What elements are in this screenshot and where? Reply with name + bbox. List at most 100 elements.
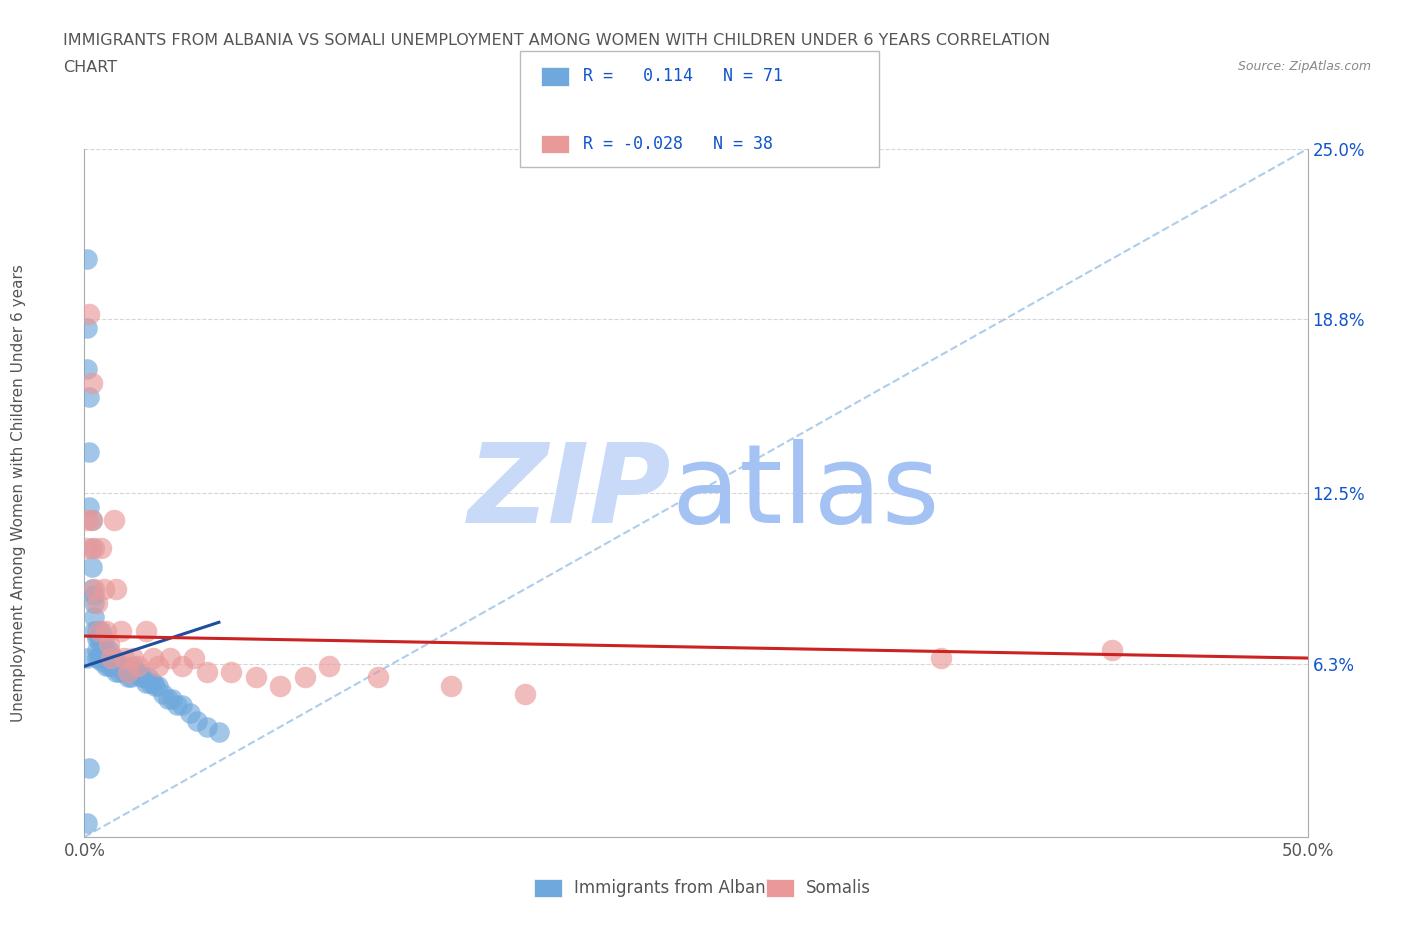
Point	[86, 595, 108, 610]
Point	[112, 658, 135, 673]
Text: Source: ZipAtlas.com: Source: ZipAtlas.com	[1237, 60, 1371, 73]
Point	[93, 651, 115, 666]
Text: R =   0.114   N = 71: R = 0.114 N = 71	[583, 67, 783, 86]
Point	[77, 445, 100, 459]
Point	[117, 664, 139, 679]
Point	[90, 631, 112, 646]
Point	[76, 362, 98, 377]
Point	[120, 670, 142, 684]
Point	[80, 513, 103, 528]
Point	[96, 651, 118, 666]
Point	[90, 643, 112, 658]
Point	[105, 664, 128, 679]
Point	[90, 540, 112, 555]
Point	[83, 582, 105, 597]
Point	[76, 320, 98, 335]
Point	[440, 678, 463, 693]
Point	[97, 643, 120, 658]
Text: R = -0.028   N = 38: R = -0.028 N = 38	[583, 135, 773, 153]
Point	[195, 720, 218, 735]
Point	[122, 658, 145, 673]
Point	[93, 582, 115, 597]
Point	[80, 582, 103, 597]
Point	[245, 670, 267, 684]
Point	[83, 588, 105, 603]
Point	[367, 670, 389, 684]
Point	[90, 654, 112, 669]
Point	[186, 714, 208, 729]
Point	[97, 658, 120, 673]
Point	[86, 643, 108, 658]
Point	[87, 623, 110, 638]
Point	[76, 513, 98, 528]
Point	[172, 698, 194, 712]
Point	[110, 658, 132, 673]
Point	[105, 582, 128, 597]
Point	[97, 637, 120, 652]
Point	[112, 664, 135, 679]
Point	[117, 670, 139, 684]
Point	[107, 658, 129, 673]
Point	[159, 651, 181, 666]
Point	[136, 670, 159, 684]
Point	[219, 664, 242, 679]
Point	[103, 513, 125, 528]
Point	[179, 706, 201, 721]
Point	[110, 623, 132, 638]
Point	[513, 686, 536, 701]
Point	[132, 670, 155, 684]
Point	[80, 540, 103, 555]
Point	[86, 631, 108, 646]
Point	[93, 631, 115, 646]
Point	[76, 816, 98, 830]
Point	[77, 761, 100, 776]
Point	[77, 499, 100, 514]
Point	[139, 675, 162, 690]
Point	[100, 651, 122, 666]
Point	[112, 651, 135, 666]
Point	[77, 307, 100, 322]
Point	[129, 670, 152, 684]
Point	[76, 251, 98, 266]
Point	[115, 664, 138, 679]
Point	[87, 631, 110, 646]
Point	[96, 643, 118, 658]
Point	[80, 376, 103, 391]
Point	[208, 725, 231, 740]
Point	[142, 675, 165, 690]
Point	[125, 664, 148, 679]
Point	[127, 658, 149, 673]
Text: Somalis: Somalis	[806, 879, 870, 897]
Point	[269, 678, 291, 693]
Point	[97, 651, 120, 666]
Point	[77, 389, 100, 404]
Point	[183, 651, 205, 666]
Point	[162, 692, 184, 707]
Point	[83, 623, 105, 638]
Point	[83, 609, 105, 624]
Point	[105, 658, 128, 673]
Point	[143, 678, 166, 693]
Point	[172, 658, 194, 673]
Point	[122, 651, 145, 666]
Text: CHART: CHART	[63, 60, 117, 75]
Point	[96, 623, 118, 638]
Text: ZIP: ZIP	[468, 439, 672, 547]
Point	[127, 664, 149, 679]
Point	[1101, 643, 1123, 658]
Point	[146, 678, 169, 693]
Text: IMMIGRANTS FROM ALBANIA VS SOMALI UNEMPLOYMENT AMONG WOMEN WITH CHILDREN UNDER 6: IMMIGRANTS FROM ALBANIA VS SOMALI UNEMPL…	[63, 33, 1050, 47]
Point	[80, 560, 103, 575]
Point	[103, 651, 125, 666]
Point	[76, 651, 98, 666]
Point	[135, 675, 157, 690]
Point	[100, 651, 122, 666]
Point	[90, 623, 112, 638]
Point	[107, 664, 129, 679]
Point	[103, 658, 125, 673]
Point	[87, 623, 110, 638]
Text: atlas: atlas	[672, 439, 941, 547]
Point	[152, 686, 174, 701]
Point	[76, 540, 98, 555]
Text: Unemployment Among Women with Children Under 6 years: Unemployment Among Women with Children U…	[11, 264, 25, 722]
